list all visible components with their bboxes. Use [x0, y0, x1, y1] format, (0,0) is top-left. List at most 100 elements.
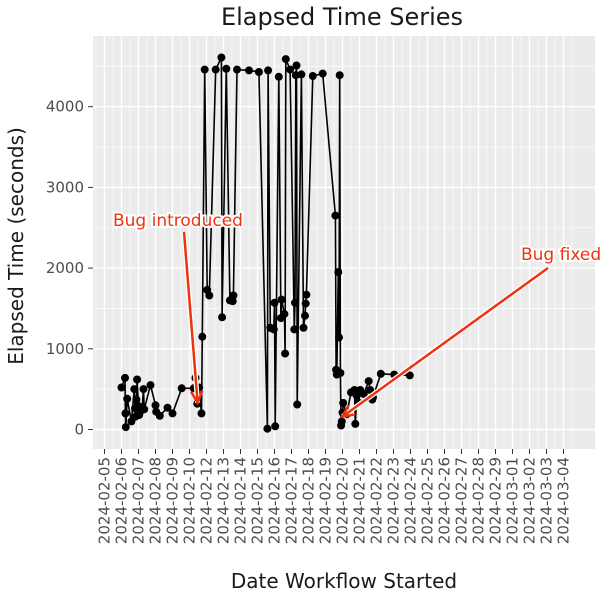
- data-point: [211, 65, 220, 74]
- data-point: [308, 72, 317, 80]
- data-point: [121, 409, 130, 418]
- data-point: [121, 373, 129, 382]
- data-point: [163, 403, 172, 412]
- data-point: [302, 290, 311, 299]
- data-point: [121, 423, 130, 432]
- data-point: [364, 377, 373, 386]
- y-tick-label: 1000: [46, 340, 84, 358]
- series-layer: [117, 53, 414, 433]
- data-point: [168, 409, 177, 418]
- data-point: [123, 394, 132, 403]
- y-axis-title: Elapsed Time (seconds): [4, 127, 28, 365]
- data-point: [269, 325, 278, 334]
- data-point: [351, 419, 360, 428]
- x-tick-label: 2024-02-17: [283, 457, 301, 544]
- data-point: [205, 291, 214, 300]
- data-point: [263, 424, 272, 433]
- x-tick-label: 2024-02-27: [453, 457, 471, 544]
- x-tick-label: 2024-02-25: [419, 457, 437, 544]
- data-point: [146, 381, 155, 390]
- x-axis-title: Date Workflow Started: [231, 569, 457, 593]
- x-tick-label: 2024-03-03: [538, 457, 556, 544]
- data-point: [292, 61, 301, 70]
- data-point: [359, 390, 368, 398]
- x-tick-label: 2024-02-19: [317, 457, 335, 544]
- x-tick-label: 2024-02-09: [164, 457, 182, 544]
- x-axis: 2024-02-05 2024-02-06 2024-02-07 2024-02-08…: [96, 449, 573, 544]
- annotation-label-halo: Bug introduced: [113, 211, 243, 231]
- x-tick-label: 2024-02-08: [147, 457, 165, 544]
- data-point: [293, 400, 302, 409]
- x-tick-label: 2024-02-20: [334, 457, 352, 544]
- data-point: [133, 375, 142, 384]
- data-point: [331, 211, 340, 220]
- data-point: [117, 383, 126, 392]
- data-point: [130, 385, 139, 394]
- y-tick-label: 2000: [46, 259, 84, 277]
- data-point: [336, 369, 345, 377]
- data-point: [140, 405, 149, 414]
- data-point: [335, 71, 344, 80]
- major-grid: [93, 36, 595, 449]
- x-tick-label: 2024-02-10: [181, 457, 199, 544]
- data-point: [229, 291, 238, 300]
- data-point: [286, 65, 295, 74]
- data-point: [277, 295, 286, 304]
- annotation-arrowhead: [189, 390, 204, 406]
- x-tick-label: 2024-02-24: [402, 457, 420, 544]
- data-point: [376, 369, 385, 378]
- x-tick-label: 2024-02-28: [470, 457, 488, 544]
- data-point: [301, 299, 310, 308]
- series-line: [120, 57, 410, 429]
- data-point: [337, 417, 346, 426]
- x-tick-label: 2024-03-04: [555, 457, 573, 544]
- data-point: [271, 422, 280, 431]
- data-point: [217, 53, 226, 62]
- data-point: [197, 409, 206, 418]
- data-point: [139, 385, 148, 394]
- data-point: [335, 333, 343, 342]
- chart-title: Elapsed Time Series: [221, 3, 463, 31]
- x-tick-label: 2024-02-05: [96, 457, 114, 544]
- data-point: [366, 386, 375, 394]
- data-point: [281, 55, 290, 64]
- data-point: [264, 66, 273, 75]
- data-point: [151, 401, 160, 410]
- x-tick-label: 2024-02-23: [385, 457, 403, 544]
- x-tick-label: 2024-02-12: [198, 457, 216, 544]
- data-point: [291, 298, 299, 307]
- data-point: [299, 323, 308, 332]
- data-point: [274, 72, 283, 81]
- y-tick-label: 4000: [46, 98, 84, 116]
- x-tick-label: 2024-03-02: [521, 457, 539, 544]
- data-point: [297, 70, 306, 79]
- data-point: [290, 325, 299, 334]
- x-tick-label: 2024-02-07: [130, 457, 148, 544]
- annotation-label: Bug fixed: [521, 245, 601, 265]
- x-tick-label: 2024-02-16: [266, 457, 284, 544]
- data-point: [281, 349, 290, 358]
- annotation-label: Bug introduced: [113, 211, 243, 231]
- annotation-arrowhead: [340, 404, 356, 419]
- y-tick-label: 0: [74, 421, 84, 439]
- data-point: [280, 310, 289, 319]
- annotation-label-halo: Bug fixed: [521, 245, 601, 265]
- data-point: [270, 298, 279, 307]
- data-point: [254, 68, 263, 76]
- x-tick-label: 2024-02-14: [232, 457, 250, 544]
- data-point: [198, 332, 207, 341]
- x-tick-label: 2024-02-15: [249, 457, 267, 544]
- annotation-arrow: [341, 266, 549, 418]
- data-point: [177, 384, 186, 393]
- annotation-arrow: [182, 231, 199, 403]
- x-tick-label: 2024-02-22: [368, 457, 386, 544]
- y-axis: 0 1000 2000 3000 4000: [46, 98, 93, 439]
- data-point: [233, 65, 241, 74]
- data-point: [132, 395, 141, 404]
- data-point: [301, 311, 309, 320]
- plot-panel: [93, 36, 595, 449]
- data-point: [200, 65, 209, 74]
- data-point: [155, 411, 164, 420]
